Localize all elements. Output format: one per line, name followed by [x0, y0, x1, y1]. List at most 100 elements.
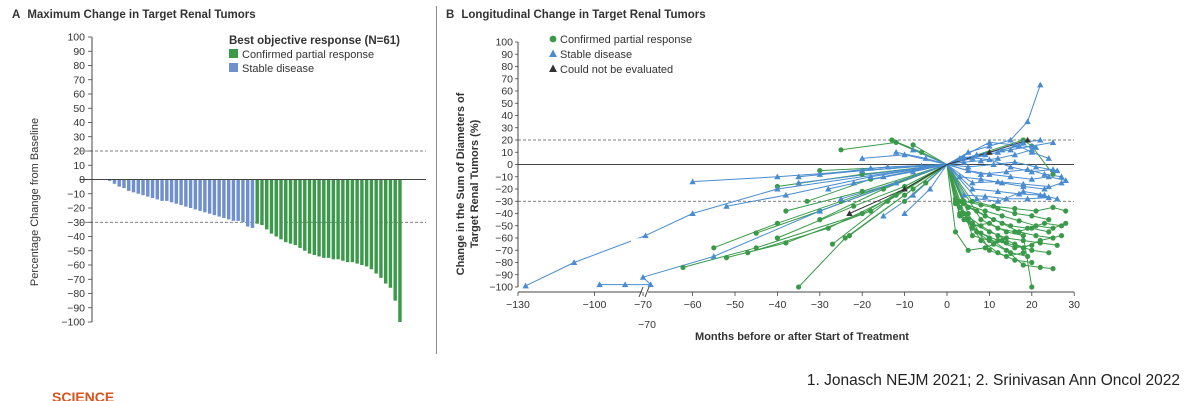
series-1-point-17-2	[994, 149, 1002, 155]
series-0-point-29-6	[1029, 284, 1035, 290]
legend-swatch-1	[229, 63, 238, 72]
bar-stable-13	[169, 179, 174, 203]
series-1-point-30-2	[986, 156, 993, 163]
series-1-point-28-2	[1011, 141, 1019, 148]
series-0-point-18-6	[1029, 259, 1035, 266]
bar-partial-61	[398, 179, 402, 322]
b-y-tick-label-30: 30	[501, 122, 513, 134]
b-x-tick-label--100: −100	[583, 299, 607, 311]
bar-partial-51	[350, 179, 355, 263]
series-0-point-19-7	[1050, 266, 1056, 272]
series-1-point-21-5	[1054, 195, 1061, 202]
y-tick-label-90: 90	[73, 46, 85, 58]
series-0-point-25-6	[1041, 220, 1048, 226]
series-0-point-0-2	[859, 210, 865, 217]
series-1-point-1-5	[816, 207, 823, 214]
b-y-tick-label--100: −100	[489, 282, 513, 294]
series-0-point-33-2	[995, 225, 1001, 231]
bar-partial-39	[293, 179, 297, 246]
series-0-point-0-0	[680, 264, 686, 270]
series-0-point-4-2	[910, 186, 916, 192]
series-1-line-0	[525, 164, 948, 287]
series-0-point-22-3	[986, 229, 993, 235]
series-1-point-24-1	[965, 163, 972, 170]
series-0-point-29-4	[1003, 229, 1010, 235]
series-1-point-28-3	[1032, 144, 1040, 150]
axis-break-label: −70	[638, 319, 656, 331]
series-0-point-7-0	[753, 230, 759, 236]
series-0-point-12-0	[804, 198, 810, 204]
bar-partial-31	[255, 179, 259, 224]
series-0-point-25-5	[1025, 225, 1031, 231]
series-0-point-22-1	[952, 201, 959, 207]
series-1-point-18-4	[1011, 151, 1019, 158]
series-0-point-26-2	[982, 213, 988, 219]
bar-partial-60	[393, 179, 397, 301]
series-0-point-4-0	[796, 284, 802, 290]
bar-stable-21	[207, 179, 212, 214]
y-tick-label--40: −40	[67, 231, 85, 243]
series-1-line-14	[912, 149, 948, 165]
panel-a-title: A Maximum Change in Target Renal Tumors	[12, 9, 256, 21]
series-1-point-17-3	[1020, 139, 1027, 146]
bar-partial-50	[345, 179, 350, 263]
series-0-point-18-3	[978, 237, 984, 244]
series-0-point-25-3	[991, 217, 997, 223]
series-0-point-22-7	[1054, 242, 1060, 248]
series-0-point-10-1	[902, 192, 908, 198]
series-0-point-25-4	[1008, 223, 1014, 229]
series-0-point-29-3	[986, 220, 993, 226]
series-0-point-18-2	[965, 217, 971, 223]
series-1-point-18-1	[960, 158, 968, 165]
series-1-point-19-4	[1028, 176, 1035, 182]
bar-partial-45	[322, 179, 326, 258]
waterfall-legend: Best objective response (N=61) Confirmed…	[229, 35, 400, 75]
axis-break-mark-2	[644, 286, 650, 298]
series-0-point-23-1	[961, 217, 967, 223]
b-y-tick-label-40: 40	[501, 110, 513, 122]
series-0-point-31-1	[961, 201, 967, 207]
series-0-point-25-7	[1058, 223, 1065, 229]
bar-partial-56	[374, 179, 378, 274]
series-0-point-29-1	[957, 213, 963, 219]
longitudinal-series-lines	[525, 84, 1066, 288]
series-0-point-9-0	[829, 241, 836, 247]
series-1-point-19-3	[1007, 173, 1014, 180]
series-0-point-30-4	[1020, 250, 1026, 256]
legend-label-0: Confirmed partial response	[242, 49, 374, 61]
series-0-point-4-1	[842, 235, 848, 241]
series-1-point-23-5	[1045, 155, 1052, 161]
series-1-point-10-0	[892, 149, 900, 155]
bar-stable-22	[212, 179, 217, 216]
b-x-tick-label--130: −130	[506, 299, 530, 311]
series-1-point-15-0	[795, 179, 802, 186]
series-1-point-7-1	[909, 191, 917, 198]
bar-stable-27	[236, 179, 240, 221]
b-y-tick-label--20: −20	[495, 184, 513, 196]
series-0-point-8-0	[817, 217, 823, 223]
legend-swatch-0	[229, 49, 238, 58]
panel-a-title-text: Maximum Change in Target Renal Tumors	[27, 9, 256, 21]
series-2-point-1-2	[1024, 136, 1031, 143]
series-1-point-5-0	[825, 185, 832, 192]
series-0-point-3-1	[825, 225, 831, 231]
bar-partial-43	[312, 179, 317, 256]
bar-partial-52	[355, 179, 359, 264]
series-0-point-24-2	[965, 247, 971, 253]
bar-partial-37	[284, 179, 288, 243]
series-0-point-20-5	[1012, 241, 1018, 247]
series-1-point-11-1	[926, 185, 934, 192]
bar-stable-26	[231, 179, 236, 221]
series-2-point-0-1	[901, 185, 908, 192]
bar-stable-29	[245, 179, 250, 227]
series-0-point-14-1	[919, 149, 925, 155]
citation-text: 1. Jonasch NEJM 2021; 2. Srinivasan Ann …	[806, 372, 1180, 389]
b-y-tick-label-60: 60	[501, 86, 513, 98]
series-1-point-26-4	[1028, 142, 1035, 149]
series-1-point-26-2	[981, 151, 989, 158]
bar-partial-54	[364, 179, 369, 267]
y-tick-label-10: 10	[73, 160, 85, 172]
bar-partial-41	[303, 179, 307, 251]
series-1-point-6-0	[859, 155, 866, 161]
series-0-point-28-5	[1037, 237, 1043, 244]
